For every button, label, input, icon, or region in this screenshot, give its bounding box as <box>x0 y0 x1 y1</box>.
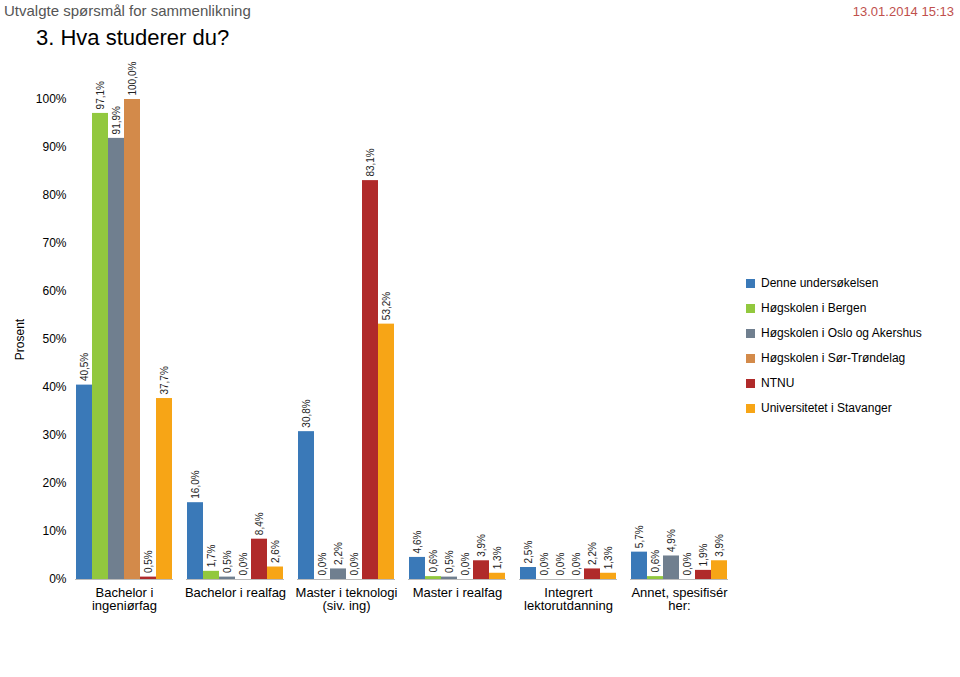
svg-text:Master i realfag: Master i realfag <box>413 585 503 600</box>
svg-text:83,1%: 83,1% <box>365 148 376 176</box>
html-text:NTNU: NTNU <box>761 376 795 390</box>
svg-text:0,0%: 0,0% <box>349 553 360 576</box>
html-text:3. Hva studerer du?: 3. Hva studerer du? <box>36 25 230 50</box>
svg-text:91,9%: 91,9% <box>111 106 122 134</box>
svg-text:10%: 10% <box>42 524 66 538</box>
svg-text:0,0%: 0,0% <box>317 553 328 576</box>
svg-text:40%: 40% <box>42 380 66 394</box>
svg-text:53,2%: 53,2% <box>381 292 392 320</box>
html-text:Denne undersøkelsen: Denne undersøkelsen <box>761 276 879 290</box>
svg-text:Master i teknologi(siv. ing): Master i teknologi(siv. ing) <box>296 585 398 613</box>
svg-text:37,7%: 37,7% <box>159 366 170 394</box>
svg-text:0,0%: 0,0% <box>682 553 693 576</box>
svg-text:97,1%: 97,1% <box>95 81 106 109</box>
svg-text:Integrertlektorutdanning: Integrertlektorutdanning <box>524 585 613 613</box>
svg-text:1,7%: 1,7% <box>206 544 217 567</box>
html-text:Høgskolen i Sør-Trøndelag: Høgskolen i Sør-Trøndelag <box>761 351 906 365</box>
svg-text:2,2%: 2,2% <box>587 542 598 565</box>
svg-text:20%: 20% <box>42 476 66 490</box>
svg-text:0,0%: 0,0% <box>555 553 566 576</box>
svg-text:30,8%: 30,8% <box>301 399 312 427</box>
svg-text:4,9%: 4,9% <box>666 529 677 552</box>
html-text:Høgskolen i Oslo og Akershus: Høgskolen i Oslo og Akershus <box>761 326 922 340</box>
svg-text:4,6%: 4,6% <box>412 531 423 554</box>
svg-text:Bachelor i realfag: Bachelor i realfag <box>185 585 286 600</box>
svg-text:40,5%: 40,5% <box>79 353 90 381</box>
svg-text:0,5%: 0,5% <box>444 550 455 573</box>
svg-text:60%: 60% <box>42 284 66 298</box>
svg-text:80%: 80% <box>42 188 66 202</box>
svg-text:0,6%: 0,6% <box>650 550 661 573</box>
svg-text:0,0%: 0,0% <box>571 553 582 576</box>
svg-text:Bachelor iingeniørfag: Bachelor iingeniørfag <box>92 585 157 613</box>
svg-text:100,0%: 100,0% <box>127 61 138 95</box>
svg-text:100%: 100% <box>36 92 67 106</box>
svg-text:1,3%: 1,3% <box>603 546 614 569</box>
svg-text:5,7%: 5,7% <box>634 525 645 548</box>
svg-text:1,9%: 1,9% <box>698 543 709 566</box>
html-text:13.01.2014 15:13: 13.01.2014 15:13 <box>852 4 954 19</box>
svg-text:30%: 30% <box>42 428 66 442</box>
html-text:Høgskolen i Bergen: Høgskolen i Bergen <box>761 301 867 315</box>
svg-text:1,3%: 1,3% <box>492 546 503 569</box>
svg-text:0,6%: 0,6% <box>428 550 439 573</box>
svg-text:3,9%: 3,9% <box>476 534 487 557</box>
svg-text:2,6%: 2,6% <box>270 540 281 563</box>
svg-text:8,4%: 8,4% <box>254 512 265 535</box>
svg-text:0,0%: 0,0% <box>539 553 550 576</box>
svg-text:16,0%: 16,0% <box>190 470 201 498</box>
svg-text:3,9%: 3,9% <box>714 534 725 557</box>
svg-text:0,5%: 0,5% <box>222 550 233 573</box>
svg-text:2,5%: 2,5% <box>523 541 534 564</box>
svg-text:0,0%: 0,0% <box>238 553 249 576</box>
svg-text:0,5%: 0,5% <box>143 550 154 573</box>
svg-text:70%: 70% <box>42 236 66 250</box>
html-text:Utvalgte spørsmål for sammenli: Utvalgte spørsmål for sammenlikning <box>4 2 251 19</box>
svg-text:Annet, spesifisérher:: Annet, spesifisérher: <box>631 585 728 613</box>
svg-text:2,2%: 2,2% <box>333 542 344 565</box>
svg-text:90%: 90% <box>42 140 66 154</box>
svg-text:50%: 50% <box>42 332 66 346</box>
svg-text:Prosent: Prosent <box>13 318 27 360</box>
svg-text:0%: 0% <box>49 572 67 586</box>
svg-text:0,0%: 0,0% <box>460 553 471 576</box>
html-text:Universitetet i Stavanger: Universitetet i Stavanger <box>761 401 892 415</box>
